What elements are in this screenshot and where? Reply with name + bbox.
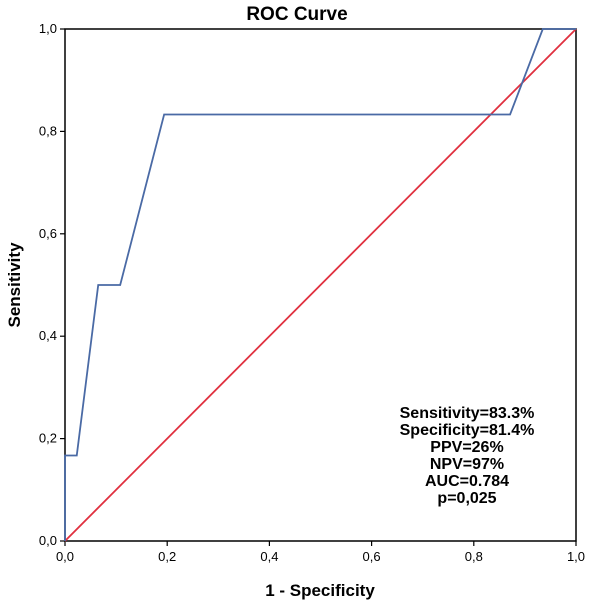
chart-title: ROC Curve [246,4,347,25]
stat-annotation: Specificity=81.4% [400,422,535,439]
stats-annotations: Sensitivity=83.3%Specificity=81.4%PPV=26… [400,405,535,507]
plot-frame [64,28,577,542]
y-tick-label: 0,0 [39,533,57,548]
series-layer [64,28,577,542]
stat-annotation: NPV=97% [430,456,504,473]
stat-annotation: p=0,025 [437,490,496,507]
y-tick-label: 0,2 [39,431,57,446]
x-tick-label: 0,2 [158,549,176,564]
x-tick-label: 0,0 [56,549,74,564]
y-axis-label: Sensitivity [5,242,24,328]
y-tick-label: 0,8 [39,123,57,138]
x-tick-label: 0,6 [363,549,381,564]
roc-curve-line [64,28,576,541]
x-axis-label: 1 - Specificity [265,581,375,600]
y-axis-ticks: 0,0 0,2 0,4 0,6 0,8 1,0 [39,21,65,548]
x-tick-label: 0,8 [465,549,483,564]
y-tick-label: 0,4 [39,328,57,343]
x-axis-ticks: 0,0 0,2 0,4 0,6 0,8 1,0 [56,541,585,564]
x-tick-label: 0,4 [260,549,278,564]
stat-annotation: AUC=0.784 [425,473,509,490]
x-tick-label: 1,0 [567,549,585,564]
y-tick-label: 0,6 [39,226,57,241]
stat-annotation: PPV=26% [430,439,503,456]
stat-annotation: Sensitivity=83.3% [400,405,535,422]
y-tick-label: 1,0 [39,21,57,36]
